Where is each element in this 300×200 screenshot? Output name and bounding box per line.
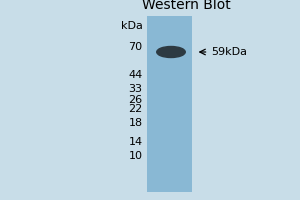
Ellipse shape [157, 46, 185, 58]
Text: 70: 70 [128, 42, 142, 52]
Text: 26: 26 [128, 95, 142, 105]
Text: 22: 22 [128, 104, 142, 114]
Text: 59kDa: 59kDa [211, 47, 247, 57]
Text: Western Blot: Western Blot [142, 0, 230, 12]
Text: 44: 44 [128, 70, 142, 80]
Text: 33: 33 [128, 84, 142, 94]
Bar [147, 16, 192, 192]
Text: 10: 10 [128, 151, 142, 161]
Text: 14: 14 [128, 137, 142, 147]
Text: 18: 18 [128, 118, 142, 128]
Text: kDa: kDa [121, 21, 142, 31]
